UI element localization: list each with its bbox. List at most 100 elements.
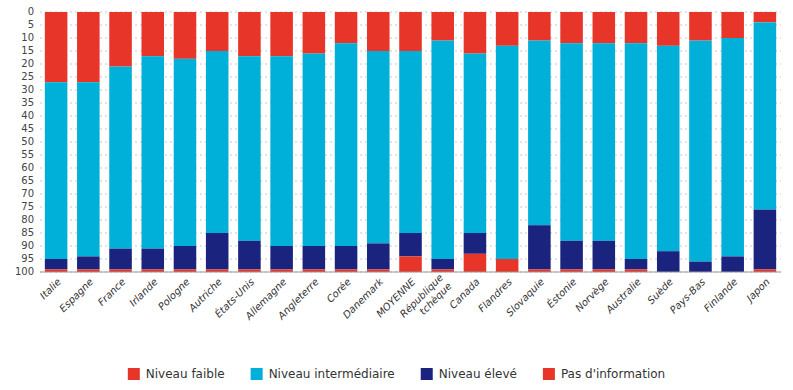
x-tick-label: Suède — [645, 276, 675, 306]
bar-segment — [496, 12, 519, 46]
x-tick-label: Irlande — [127, 276, 159, 308]
y-tick-label: 75 — [21, 201, 34, 212]
x-tick-label: Italie — [38, 276, 63, 301]
x-tick-label: Japon — [743, 276, 772, 305]
x-tick: Irlande — [127, 276, 159, 308]
y-tick-label: 25 — [21, 71, 34, 82]
bar-segment — [689, 12, 712, 41]
y-tick-label: 5 — [28, 19, 34, 30]
y-tick-label: 95 — [21, 253, 34, 264]
bar-segment — [141, 12, 164, 56]
bar-segment — [206, 51, 229, 233]
bar-segment — [206, 12, 229, 51]
bar-segment — [754, 210, 777, 270]
bar-segment — [174, 59, 197, 246]
bar-segment — [399, 256, 422, 272]
legend-item: Niveau faible — [128, 367, 225, 381]
x-tick-label: France — [96, 276, 128, 308]
x-tick: Japon — [743, 276, 772, 305]
y-tick-label: 45 — [21, 123, 34, 134]
bar-segment — [399, 12, 422, 51]
bar-segment — [657, 46, 680, 251]
y-tick-label: 80 — [21, 214, 34, 225]
legend-item: Pas d'information — [543, 367, 665, 381]
bars — [45, 12, 776, 272]
y-tick-label: 60 — [21, 162, 34, 173]
bar-segment — [528, 225, 551, 269]
bar-segment — [303, 12, 326, 54]
bar-segment — [238, 12, 261, 56]
grid-line — [40, 272, 781, 273]
y-tick-label: 10 — [21, 32, 34, 43]
bar-segment — [528, 12, 551, 41]
bar-segment — [141, 249, 164, 270]
bar-segment — [593, 43, 616, 241]
bar-segment — [335, 12, 358, 43]
bar-segment — [77, 12, 100, 82]
bar-segment — [109, 12, 132, 67]
bar-segment — [141, 56, 164, 248]
y-tick-label: 35 — [21, 97, 34, 108]
x-tick: Australie — [603, 276, 643, 316]
bar-segment — [464, 254, 487, 272]
bar-segment — [174, 12, 197, 59]
bar-segment — [689, 41, 712, 262]
bar-segment — [367, 51, 390, 243]
bar-segment — [528, 41, 551, 226]
bar-segment — [431, 41, 454, 259]
legend: Niveau faible Niveau intermédiaire Niveau … — [128, 367, 665, 381]
bar-segment — [303, 54, 326, 246]
y-tick-label: 65 — [21, 175, 34, 186]
y-tick-label: 85 — [21, 227, 34, 238]
bar-segment — [657, 251, 680, 272]
bar-segment — [464, 233, 487, 254]
bar-segment — [238, 56, 261, 241]
legend-label: Niveau intermédiaire — [269, 367, 395, 381]
bar-segment — [625, 259, 648, 269]
bar-segment — [335, 246, 358, 269]
x-tick-label: Corée — [324, 276, 353, 305]
x-tick-label: Finlande — [702, 276, 740, 314]
legend-label: Pas d'information — [561, 367, 665, 381]
x-tick-label: Pays-Bas — [668, 276, 708, 316]
bar-segment — [431, 12, 454, 41]
y-tick-label: 50 — [21, 136, 34, 147]
bar-segment — [625, 12, 648, 43]
x-tick-label: Slovaquie — [504, 276, 546, 318]
bar-segment — [560, 43, 583, 241]
bar-segment — [721, 256, 744, 272]
bar-segment — [560, 12, 583, 43]
bar-segment — [754, 12, 777, 22]
bar-segment — [593, 12, 616, 43]
bar-segment — [464, 54, 487, 233]
x-tick: Républiquetchèque — [398, 272, 454, 328]
bar-segment — [496, 259, 519, 272]
bar-segment — [335, 43, 358, 246]
x-tick-label: Australie — [603, 276, 643, 316]
bar-segment — [721, 38, 744, 256]
bar-segment — [496, 46, 519, 259]
bar-segment — [109, 249, 132, 270]
bar-segment — [431, 259, 454, 269]
legend-item: Niveau élevé — [421, 367, 517, 381]
bar-segment — [560, 241, 583, 270]
bar-segment — [367, 243, 390, 269]
x-axis: ItalieEspagneFranceIrlandePologneAutrich… — [38, 272, 781, 328]
legend-swatch — [128, 368, 140, 380]
bar-segment — [593, 241, 616, 270]
x-tick-label: Républiquetchèque — [398, 272, 454, 328]
x-tick-label: Espagne — [57, 276, 95, 314]
bar-segment — [689, 262, 712, 272]
y-tick-label: 30 — [21, 84, 34, 95]
bar-segment — [109, 67, 132, 249]
y-tick-label: 90 — [21, 240, 34, 251]
x-axis-line — [40, 272, 781, 273]
x-tick: Finlande — [702, 276, 740, 314]
legend-label: Niveau faible — [146, 367, 225, 381]
x-tick: Italie — [38, 276, 63, 301]
bar-segment — [303, 246, 326, 269]
y-tick-label: 55 — [21, 149, 34, 160]
x-tick: Pays-Bas — [668, 276, 708, 316]
bar-segment — [270, 246, 293, 269]
bar-segment — [77, 256, 100, 269]
